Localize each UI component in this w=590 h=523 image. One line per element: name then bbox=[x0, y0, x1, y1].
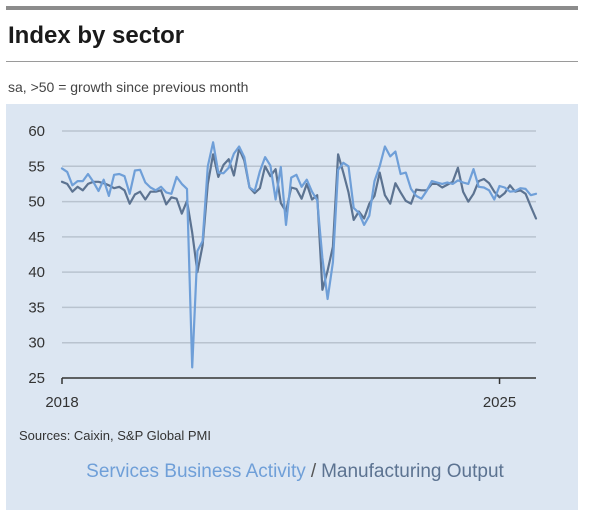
y-tick-label-60: 60 bbox=[28, 123, 45, 140]
y-tick-label-35: 35 bbox=[28, 299, 45, 316]
title-divider bbox=[6, 61, 578, 62]
legend: Services Business Activity / Manufacturing… bbox=[0, 461, 590, 483]
axes: 25 30 35 40 45 50 55 60 2018 2025 bbox=[28, 123, 536, 411]
series-line-manufacturing bbox=[60, 147, 538, 291]
source-note: Sources: Caixin, S&P Global PMI bbox=[19, 428, 211, 443]
x-tick-label-2025: 2025 bbox=[483, 394, 516, 411]
x-tick-label-2018: 2018 bbox=[45, 394, 78, 411]
gridlines bbox=[62, 130, 536, 344]
legend-separator: / bbox=[310, 461, 317, 482]
y-tick-label-50: 50 bbox=[28, 194, 45, 211]
y-tick-label-55: 55 bbox=[28, 158, 45, 175]
legend-manufacturing: Manufacturing Output bbox=[321, 461, 504, 482]
series-lines bbox=[60, 141, 538, 369]
page-title: Index by sector bbox=[8, 22, 185, 49]
y-tick-label-40: 40 bbox=[28, 264, 45, 281]
legend-services: Services Business Activity bbox=[86, 461, 306, 482]
chart-subtitle: sa, >50 = growth since previous month bbox=[8, 79, 249, 95]
y-tick-label-45: 45 bbox=[28, 229, 45, 246]
series-line-services bbox=[60, 141, 538, 369]
top-rule bbox=[6, 6, 578, 10]
y-tick-label-30: 30 bbox=[28, 335, 45, 352]
y-tick-label-25: 25 bbox=[28, 370, 45, 387]
